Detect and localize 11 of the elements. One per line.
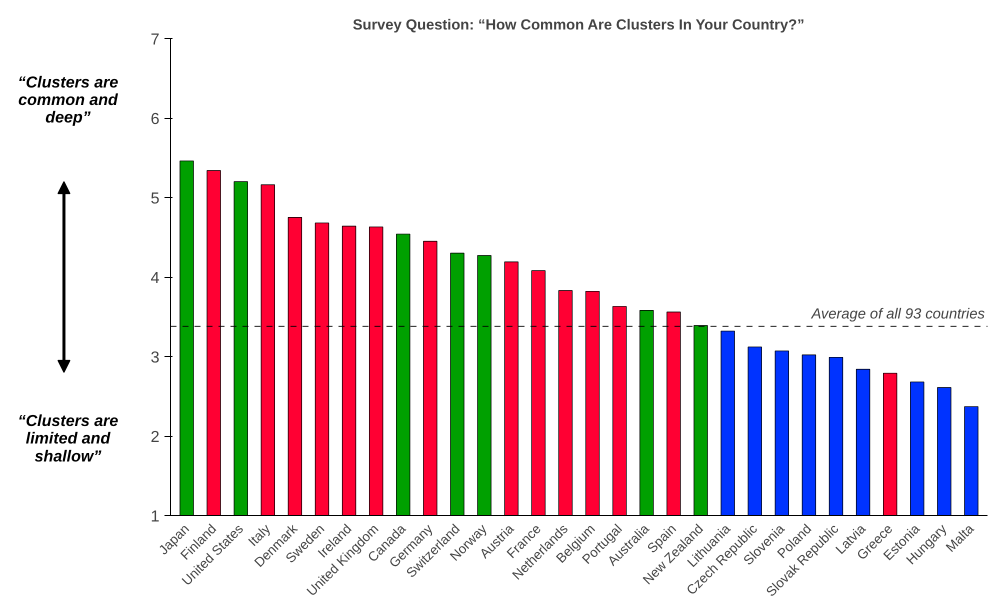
y-tick-label: 4	[150, 270, 160, 287]
y-tick-label: 3	[150, 350, 160, 366]
chart-title: Survey Question: “How Common Are Clusters In Your Country?”	[352, 18, 804, 34]
y-tick-label: 2	[150, 429, 160, 446]
y-tick-label: 7	[150, 32, 160, 48]
ref-line-label: Average of all 93 countries	[810, 306, 986, 322]
text: “Clusters are common and deep”	[18, 74, 120, 127]
y-tick-label: 5	[150, 190, 160, 208]
text: “Clusters are limited and shallow”	[18, 413, 118, 466]
y-tick-label: 1	[150, 508, 160, 526]
y-tick-label: 6	[150, 111, 160, 128]
